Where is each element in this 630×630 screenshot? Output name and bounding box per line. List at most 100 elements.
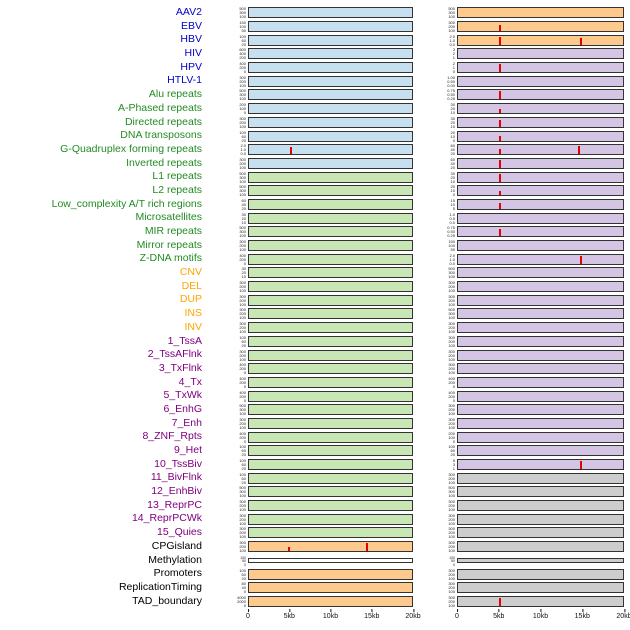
y-tick-label: 100 xyxy=(239,356,246,362)
y-tick-label: 2000 xyxy=(237,598,246,604)
y-axis-ticks-right: 60 40 20 xyxy=(429,144,457,157)
y-tick-label: 100 xyxy=(239,534,246,540)
y-tick-label: 100 xyxy=(239,507,246,513)
y-tick-label: 20 xyxy=(450,151,455,157)
y-tick-label: 100 xyxy=(239,567,246,573)
track-row: ReplicationTiming 80 40 0 300 200 100 xyxy=(0,581,630,595)
track-label: 6_EnhG xyxy=(163,402,202,415)
track-label: HPV xyxy=(180,60,202,73)
y-tick-label: 60 xyxy=(450,448,455,454)
signal-spike xyxy=(289,146,292,155)
y-tick-label: 20 xyxy=(450,106,455,112)
track-row: DEL 300 200 100 300 200 100 xyxy=(0,280,630,294)
y-tick-label: 20 xyxy=(241,466,246,472)
track-panel-left xyxy=(248,62,413,74)
y-tick-label: 300 xyxy=(239,156,246,162)
y-tick-label: 100 xyxy=(239,247,246,253)
signal-spike xyxy=(499,229,502,237)
track-panel-right xyxy=(457,541,624,553)
track-row: Alu repeats 500 300 100 0.75 0.50 0.25 xyxy=(0,88,630,102)
y-tick-label: 100 xyxy=(239,411,246,417)
y-tick-label: 1 xyxy=(452,55,455,61)
y-tick-label: 100 xyxy=(239,129,246,135)
track-label: 1_TssA xyxy=(167,334,202,347)
y-tick-label: 200 xyxy=(448,571,455,577)
track-row: HBV 100 60 20 2.0 1.0 0.0 xyxy=(0,33,630,47)
y-tick-label: 100 xyxy=(240,555,246,560)
track-panel-right xyxy=(457,116,624,128)
track-row: TAD_boundary 4000 2000 0 300 200 100 xyxy=(0,595,630,609)
y-tick-label: 100 xyxy=(448,434,455,440)
y-tick-label: 20 xyxy=(241,270,246,276)
y-tick-label: 200 xyxy=(239,65,246,71)
track-panel-left xyxy=(248,171,413,183)
y-tick-label: 10 xyxy=(450,133,455,139)
y-tick-label: 200 xyxy=(239,530,246,536)
y-axis-ticks-right: 300 200 100 xyxy=(429,527,457,540)
y-tick-label: 10 xyxy=(450,188,455,194)
y-axis-ticks-left: 500 300 100 xyxy=(205,7,248,19)
track-panel-left xyxy=(248,390,413,402)
track-row: L1 repeats 500 300 100 30 20 10 xyxy=(0,170,630,184)
y-tick-label: 300 xyxy=(448,334,455,340)
y-tick-label: 100 xyxy=(239,315,246,321)
y-tick-label: 60 xyxy=(450,156,455,162)
track-panel-right xyxy=(457,7,624,19)
y-axis-ticks-right: 2.0 1.0 0.0 xyxy=(429,33,457,46)
y-tick-label: 200 xyxy=(448,379,455,385)
track-panel-right xyxy=(457,417,624,429)
y-tick-label: 100 xyxy=(448,301,455,307)
track-panel-left xyxy=(248,363,413,375)
y-axis-ticks-right: 300 200 100 xyxy=(429,595,457,607)
y-tick-label: 100 xyxy=(239,33,246,39)
y-tick-label: 300 xyxy=(239,293,246,299)
signal-spike xyxy=(580,37,583,45)
y-axis-ticks-right: 100 50 0 xyxy=(429,556,457,566)
y-axis-ticks-left: 100 60 20 xyxy=(205,471,248,484)
track-row: 12_EnhBiv 500 300 100 500 300 100 xyxy=(0,485,630,499)
y-tick-label: 0.75 xyxy=(447,225,455,231)
y-tick-label: 10 xyxy=(450,178,455,184)
y-tick-label: 1.00 xyxy=(447,74,455,80)
y-tick-label: 50 xyxy=(450,247,455,253)
y-tick-label: 100 xyxy=(448,534,455,540)
y-tick-label: 20 xyxy=(450,119,455,125)
signal-spike xyxy=(499,136,502,141)
track-panel-left xyxy=(248,89,413,101)
y-tick-label: 200 xyxy=(239,325,246,331)
y-tick-label: 0.00 xyxy=(447,82,455,88)
y-tick-label: 50 xyxy=(242,559,246,564)
track-panel-right xyxy=(457,48,624,60)
track-row: 14_ReprPCWk 300 200 100 300 200 100 xyxy=(0,512,630,526)
y-tick-label: 0 xyxy=(243,370,246,376)
y-tick-label: 5 xyxy=(452,458,455,464)
y-tick-label: 300 xyxy=(239,348,246,354)
y-tick-label: 300 xyxy=(448,10,455,16)
y-tick-label: 100 xyxy=(239,471,246,477)
y-tick-label: 300 xyxy=(448,280,455,286)
y-tick-label: 300 xyxy=(448,362,455,368)
signal-spike xyxy=(499,120,502,127)
track-panel-left xyxy=(248,116,413,128)
track-row: EBV 150 100 50 300 200 100 xyxy=(0,20,630,34)
y-axis-ticks-right: 0.75 0.50 0.25 xyxy=(429,225,457,238)
track-panel-right xyxy=(457,171,624,183)
y-axis-ticks-left: 500 300 100 xyxy=(205,226,248,238)
track-panel-right xyxy=(457,376,624,388)
y-axis-ticks-left: 300 200 100 xyxy=(205,156,248,169)
y-tick-label: 100 xyxy=(448,14,455,20)
y-tick-label: 2.0 xyxy=(449,33,455,39)
y-tick-label: 2.0 xyxy=(240,143,246,149)
y-tick-label: 300 xyxy=(239,512,246,518)
x-tick-label: 0 xyxy=(455,609,459,620)
y-axis-ticks-left: 100 60 20 xyxy=(205,335,248,347)
track-row: MIR repeats 500 300 100 0.75 0.50 0.25 xyxy=(0,225,630,239)
y-tick-label: 100 xyxy=(239,301,246,307)
track-panel-right xyxy=(457,226,624,238)
y-tick-label: 30 xyxy=(450,170,455,176)
track-panel-right xyxy=(457,103,624,115)
track-row: Mirror repeats 300 200 100 150 100 50 xyxy=(0,239,630,253)
y-tick-label: 100 xyxy=(448,28,455,34)
y-tick-label: 100 xyxy=(239,106,246,112)
y-tick-label: 40 xyxy=(241,585,246,591)
